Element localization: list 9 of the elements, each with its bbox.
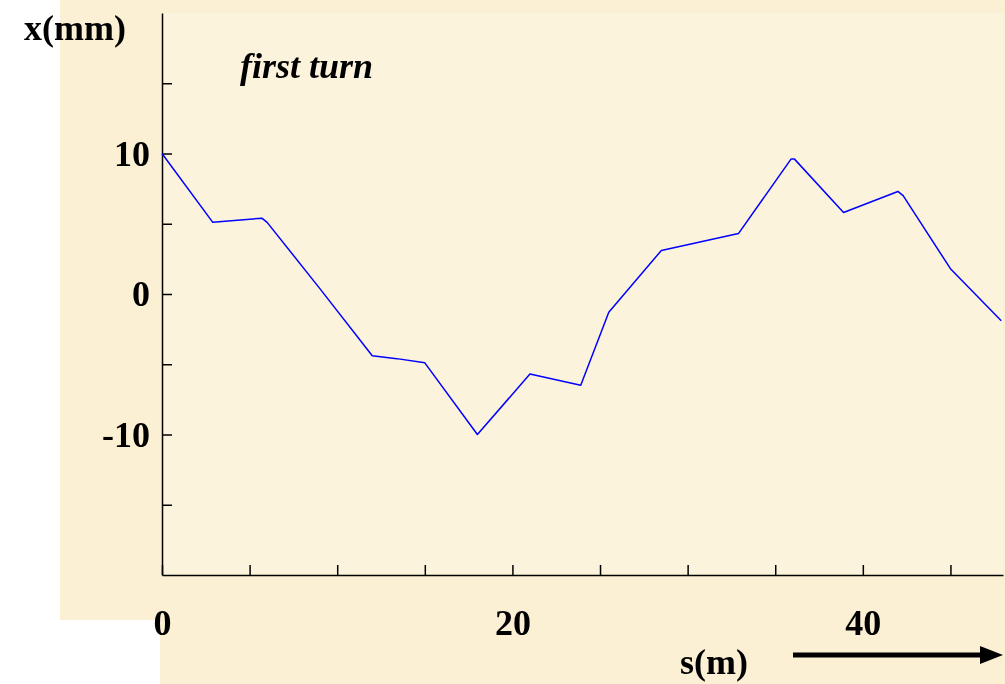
annotation: first turn xyxy=(240,46,374,86)
y-tick-label: 0 xyxy=(132,274,150,315)
x-tick-label: 20 xyxy=(494,603,531,644)
y-axis-title: x(mm) xyxy=(24,8,126,48)
y-tick-label: -10 xyxy=(102,414,150,455)
x-tick-label: 40 xyxy=(845,603,882,644)
x-axis-title: s(m) xyxy=(680,642,748,682)
line-series xyxy=(161,152,1002,436)
y-tick-label: 10 xyxy=(114,133,150,174)
